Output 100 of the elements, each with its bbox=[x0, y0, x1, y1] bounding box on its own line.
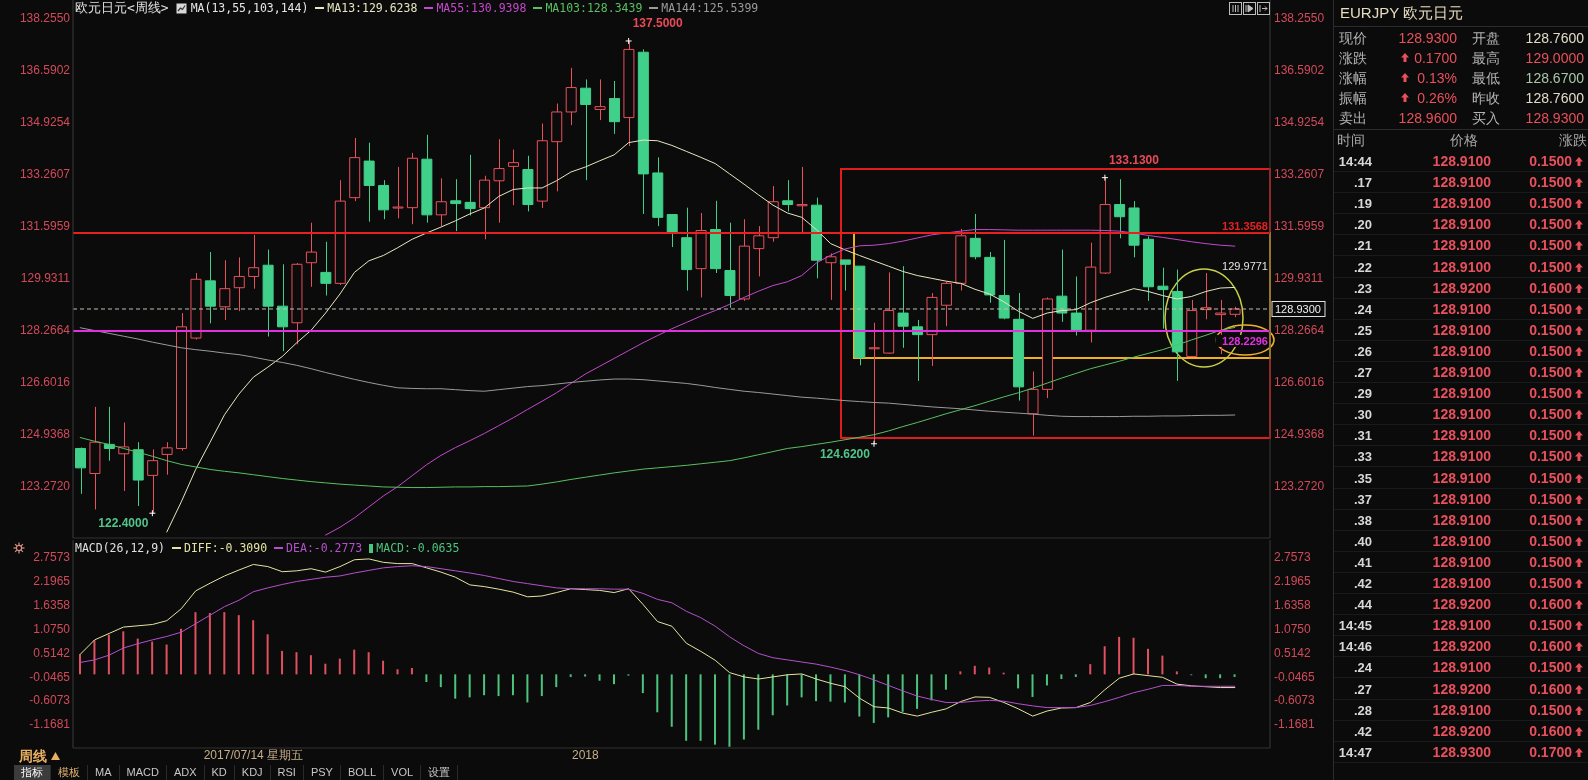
bar bbox=[1204, 674, 1207, 679]
text: 0.1600 bbox=[1529, 679, 1572, 699]
y-tick-label: 136.5902 bbox=[19, 62, 71, 77]
text: 价格 bbox=[1449, 131, 1479, 149]
annotation: 124.6200 bbox=[819, 446, 871, 461]
bar bbox=[122, 631, 125, 675]
text: 128.9100 bbox=[1432, 257, 1491, 277]
y-tick-label: -0.0465 bbox=[29, 669, 71, 684]
y2-tick-label: 1.6358 bbox=[1274, 597, 1312, 612]
text: 128.9100 bbox=[1432, 468, 1491, 488]
text: 0.1500 bbox=[1529, 152, 1572, 171]
bar bbox=[410, 667, 413, 675]
candlestick bbox=[89, 406, 101, 510]
text: 买入 bbox=[1472, 109, 1500, 128]
text: 128.9100 bbox=[1432, 552, 1491, 572]
bar bbox=[714, 674, 717, 745]
candlestick bbox=[594, 78, 606, 121]
bar bbox=[1060, 674, 1063, 680]
bar bbox=[699, 674, 702, 741]
text: .24 bbox=[1353, 659, 1372, 678]
bar bbox=[540, 674, 543, 697]
text: 128.9100 bbox=[1432, 405, 1491, 425]
text: 128.9200 bbox=[1432, 595, 1491, 615]
bar bbox=[786, 674, 789, 706]
text: 0.1700 bbox=[1529, 742, 1572, 762]
text: .38 bbox=[1353, 511, 1372, 530]
text: .26 bbox=[1353, 342, 1372, 361]
candlestick bbox=[507, 149, 519, 206]
text: 128.9100 bbox=[1432, 574, 1491, 593]
y-tick-label: 129.9311 bbox=[20, 270, 71, 285]
bar bbox=[829, 674, 832, 702]
bar bbox=[338, 658, 341, 675]
candlestick bbox=[998, 239, 1010, 320]
text: 0.1500 bbox=[1529, 552, 1572, 572]
text: .21 bbox=[1353, 237, 1372, 256]
text: .29 bbox=[1353, 385, 1372, 404]
candlestick bbox=[421, 134, 433, 224]
bar bbox=[1118, 636, 1121, 675]
candlestick bbox=[118, 422, 130, 492]
candlestick bbox=[493, 138, 505, 224]
text: .22 bbox=[1353, 258, 1372, 277]
y-tick-label: -0.6073 bbox=[29, 693, 71, 708]
text: RSI bbox=[270, 765, 304, 780]
text: 129.0000 bbox=[1525, 49, 1584, 68]
bar bbox=[757, 674, 760, 730]
text: .44 bbox=[1353, 596, 1372, 615]
text: 128.9200 bbox=[1432, 637, 1491, 657]
candlestick bbox=[1142, 235, 1154, 302]
bar bbox=[237, 615, 240, 675]
candlestick bbox=[811, 197, 823, 279]
text: .28 bbox=[1353, 701, 1372, 720]
bar bbox=[151, 641, 154, 675]
y-tick-label: 124.9368 bbox=[19, 427, 71, 442]
candlestick bbox=[1128, 200, 1140, 258]
y-tick-label: 0.5142 bbox=[33, 645, 71, 660]
bar bbox=[1219, 674, 1222, 679]
legend-label: MA144:125.5399 bbox=[661, 1, 759, 15]
candlestick bbox=[435, 177, 447, 227]
text: 128.9100 bbox=[1432, 215, 1491, 235]
text: .19 bbox=[1353, 195, 1372, 214]
text: 0.1600 bbox=[1529, 595, 1572, 615]
text: 涨跌 bbox=[1559, 131, 1587, 149]
text: 128.9200 bbox=[1432, 278, 1491, 298]
text: MACD bbox=[119, 765, 167, 780]
text: 0.1500 bbox=[1529, 658, 1572, 678]
text: 0.1500 bbox=[1529, 531, 1572, 551]
candlestick bbox=[825, 252, 837, 301]
text: BOLL bbox=[340, 765, 385, 780]
text: 0.1500 bbox=[1529, 447, 1572, 467]
text: 128.9100 bbox=[1432, 426, 1491, 446]
candlestick bbox=[940, 281, 952, 327]
text: 128.9100 bbox=[1432, 299, 1491, 319]
candlestick bbox=[464, 154, 476, 216]
text: .31 bbox=[1353, 427, 1372, 446]
candlestick bbox=[1085, 242, 1097, 343]
legend-label: MACD:-0.0635 bbox=[376, 541, 460, 555]
text: 14:46 bbox=[1338, 638, 1372, 657]
y2-tick-label: 138.2550 bbox=[1274, 10, 1325, 25]
bar bbox=[771, 674, 774, 716]
candlestick bbox=[161, 441, 173, 476]
y-tick-label: 1.0750 bbox=[33, 621, 71, 636]
bar bbox=[1132, 637, 1135, 675]
y2-tick-label: 136.5902 bbox=[1274, 62, 1325, 77]
text: 0.1500 bbox=[1529, 341, 1572, 361]
bar bbox=[165, 644, 168, 675]
text: 128.9100 bbox=[1432, 700, 1491, 720]
ref-line-label: 128.9300 bbox=[1275, 302, 1321, 315]
candlestick bbox=[305, 222, 317, 288]
candlestick bbox=[522, 155, 534, 212]
text: 14:47 bbox=[1338, 743, 1372, 762]
bar bbox=[367, 652, 370, 675]
candlestick bbox=[623, 40, 635, 147]
y-tick-label: 2.1965 bbox=[33, 574, 71, 589]
candlestick bbox=[796, 166, 808, 233]
text: 0.26% bbox=[1417, 89, 1457, 108]
candlestick bbox=[681, 207, 693, 292]
bar bbox=[901, 674, 904, 712]
text: 0.1500 bbox=[1529, 257, 1572, 277]
candlestick bbox=[724, 222, 736, 309]
text: KD bbox=[204, 765, 235, 780]
